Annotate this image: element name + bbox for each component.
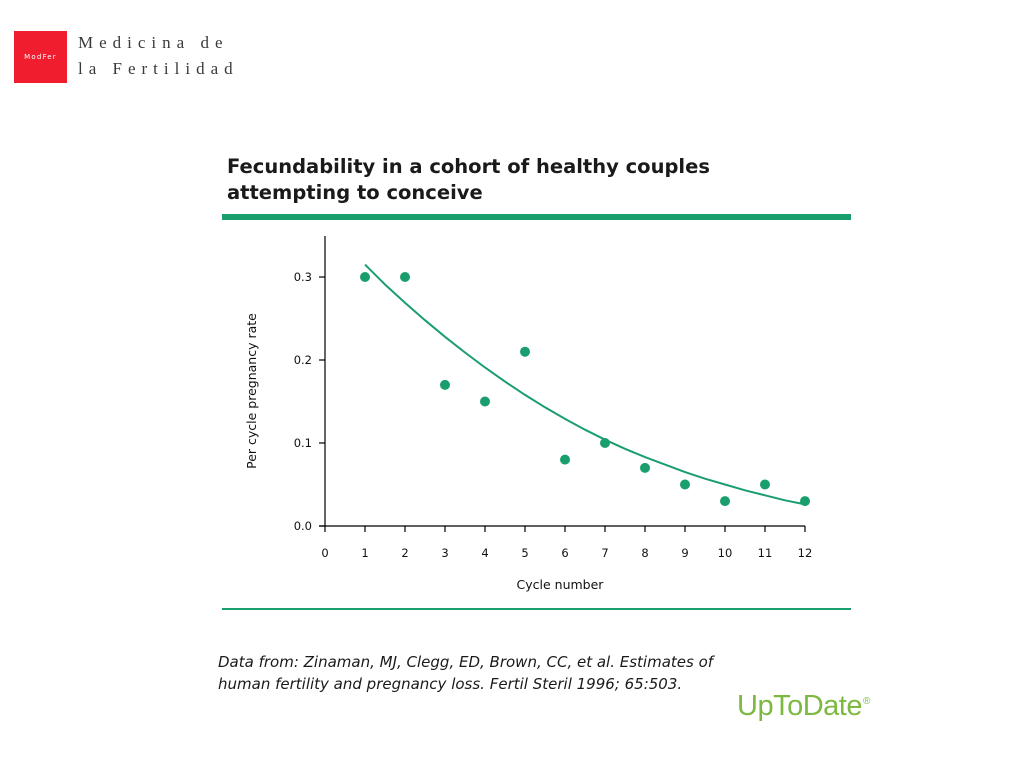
logo-mark: ModFer: [14, 31, 67, 83]
x-tick-label: 8: [641, 546, 648, 560]
y-tick-label: 0.2: [294, 353, 312, 367]
data-point: [600, 438, 610, 448]
data-point: [680, 479, 690, 490]
figure-title-line1: Fecundability in a cohort of healthy cou…: [227, 155, 710, 178]
data-point: [520, 346, 530, 357]
logo-mark-text: ModFer: [24, 53, 57, 61]
y-tick-label: 0.3: [294, 270, 312, 284]
x-axis-title: Cycle number: [517, 577, 605, 592]
trend-curve: [364, 263, 806, 506]
registered-mark: ®: [862, 696, 870, 708]
x-tick-label: 3: [441, 546, 448, 560]
x-tick-label: 7: [601, 546, 608, 560]
data-point: [400, 272, 410, 282]
x-tick-label: 12: [798, 546, 813, 560]
x-tick-label: 4: [481, 546, 488, 560]
data-point: [560, 454, 570, 465]
data-point: [480, 396, 490, 407]
logo-text-line2: la Fertilidad: [78, 59, 239, 78]
bottom-divider: [222, 608, 851, 610]
trend-curve-group: [364, 263, 806, 506]
logo-text-line1: Medicina de: [78, 33, 229, 52]
data-point: [720, 496, 730, 507]
figure-title-line2: attempting to conceive: [227, 181, 483, 204]
source-line2: human fertility and pregnancy loss. Fert…: [218, 675, 683, 693]
data-point: [800, 496, 810, 507]
x-tick-label: 5: [521, 546, 528, 560]
figure-title: Fecundability in a cohort of healthy cou…: [227, 154, 787, 206]
x-tick-label: 6: [561, 546, 568, 560]
title-divider: [222, 214, 851, 220]
x-tick-label: 11: [758, 546, 773, 560]
y-tick-label: 0.0: [294, 519, 312, 533]
y-axis-title: Per cycle pregnancy rate: [244, 313, 259, 469]
source-line1: Data from: Zinaman, MJ, Clegg, ED, Brown…: [218, 653, 714, 671]
data-point: [760, 479, 770, 490]
data-points: [360, 272, 810, 507]
data-point: [440, 379, 450, 390]
x-tick-label: 9: [681, 546, 688, 560]
source-citation: Data from: Zinaman, MJ, Clegg, ED, Brown…: [218, 651, 818, 695]
x-tick-label: 0: [321, 546, 328, 560]
axes: [319, 236, 806, 532]
data-point: [640, 462, 650, 473]
x-tick-label: 10: [718, 546, 733, 560]
x-tick-label: 1: [361, 546, 368, 560]
x-tick-label: 2: [401, 546, 408, 560]
data-point: [360, 272, 370, 282]
y-tick-label: 0.1: [294, 436, 312, 450]
uptodate-logo-text: UpToDate: [737, 690, 862, 722]
uptodate-logo: UpToDate®: [737, 690, 870, 723]
